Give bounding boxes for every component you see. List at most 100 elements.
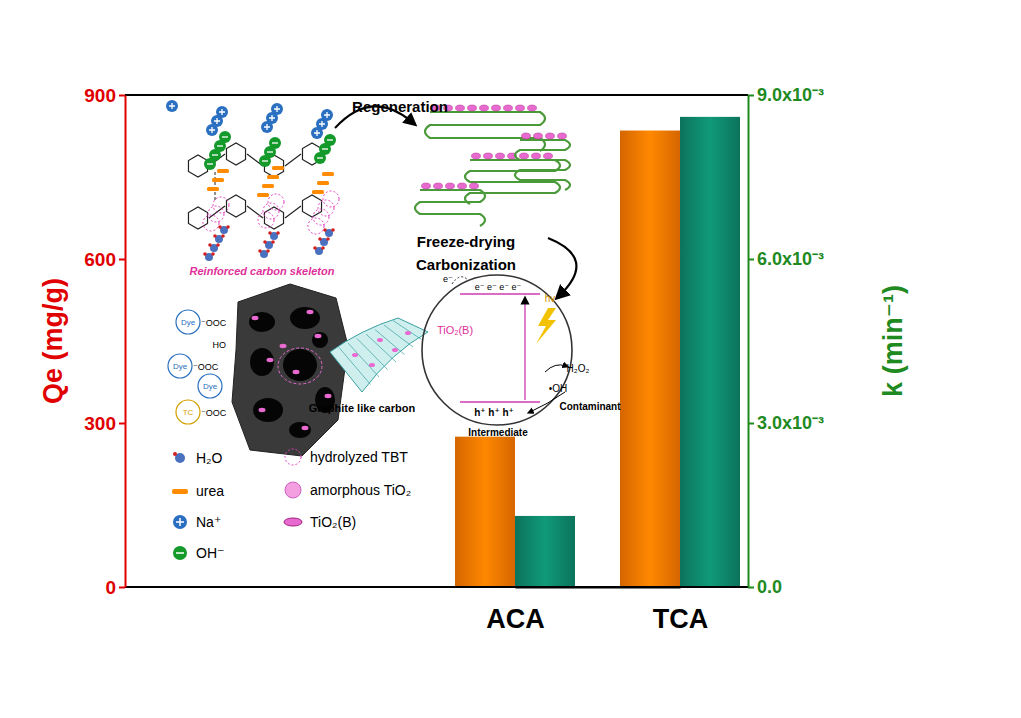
carbon-aerogel (232, 284, 348, 456)
tick-label: ACA (486, 604, 545, 634)
annotation: Graphite like carbon (309, 402, 416, 414)
tio2-dot (267, 358, 274, 362)
hydrogen-bond (215, 172, 216, 200)
legend-tbt (285, 449, 301, 465)
tick-mark (748, 259, 754, 261)
plus-sign (274, 106, 280, 112)
tio2-bead (496, 153, 505, 159)
tio2-dot (259, 408, 266, 412)
axis-line (125, 96, 127, 588)
annotation: OH⁻ (196, 545, 224, 561)
annotation: Reinforced carbon skeleton (190, 265, 335, 277)
annotation: Dye (203, 382, 218, 391)
hydrolyzed-tbt (308, 218, 324, 234)
hydrolyzed-tbt (263, 203, 279, 219)
water-h (226, 225, 230, 229)
annotation: HO (213, 340, 227, 350)
arrow (545, 365, 566, 372)
legend-water-h (173, 452, 177, 456)
minus-sign (327, 139, 333, 140)
tio2-bead (546, 133, 555, 139)
glucose-ring (188, 207, 207, 229)
tio2-bead (422, 183, 431, 189)
valence-band (460, 401, 540, 403)
na-ion (206, 124, 218, 136)
axis-line (516, 587, 681, 589)
annotation: TC (183, 408, 194, 417)
y2-axis: 0.03.0x10⁻³6.0x10⁻³9.0x10⁻³ (748, 85, 824, 597)
tick-label: 0.0 (757, 577, 782, 597)
water-h (321, 246, 325, 250)
graphite-line (384, 325, 413, 347)
water-h (313, 246, 317, 250)
tio2-dot (302, 426, 309, 430)
water-h (258, 249, 262, 253)
tio2-bead (534, 133, 543, 139)
tick: 0 (105, 577, 125, 598)
plus-sign (209, 127, 215, 133)
tick-label: 3.0x10⁻³ (757, 413, 824, 433)
cellulose-fiber (515, 140, 570, 190)
annotation: Regeneration (352, 98, 448, 115)
excitation-arrow (524, 300, 525, 400)
annotation: urea (196, 483, 224, 499)
tio2-dot (280, 344, 287, 348)
tio2-dot (352, 353, 358, 357)
highlight (278, 348, 322, 384)
water-h (266, 249, 270, 253)
na-ion (261, 121, 273, 133)
minus-sign (317, 157, 323, 158)
annotation: Intermediate (468, 427, 528, 438)
minus-sign (267, 151, 273, 152)
x-axis: ACA TCA (486, 587, 708, 634)
tio2-bead (468, 105, 477, 111)
pore (312, 332, 328, 348)
plus-sign (324, 112, 330, 118)
water-h (276, 231, 280, 235)
water-h (213, 234, 217, 238)
glycosidic-bond (285, 154, 301, 166)
tio2-bead (470, 183, 479, 189)
glucose-ring (302, 195, 321, 217)
legend-urea (172, 489, 188, 494)
urea (267, 175, 279, 179)
tio2-bead (492, 105, 501, 111)
arrow (548, 238, 576, 295)
water-h (216, 243, 220, 247)
minus-sign (212, 154, 218, 155)
pore (283, 349, 317, 381)
water-h (263, 240, 267, 244)
urea (272, 166, 284, 170)
urea (207, 187, 219, 191)
water-h (221, 234, 225, 238)
adsorbate (176, 400, 200, 424)
annotation: hv (545, 293, 556, 304)
tick-label: 0 (105, 577, 116, 598)
tick: 900 (84, 85, 125, 106)
tio2-dot (252, 316, 259, 320)
annotation: Na⁺ (196, 514, 221, 530)
urea (212, 178, 224, 182)
pore (253, 398, 283, 422)
water-h (268, 231, 272, 235)
graphite-line (348, 343, 379, 377)
water-h (323, 228, 327, 232)
plus-sign (319, 121, 325, 127)
oh-ion (204, 158, 216, 170)
minus-sign (176, 552, 184, 554)
adsorbate (198, 374, 222, 398)
plus-sign (269, 115, 275, 121)
tio2-dot (293, 370, 300, 374)
tick-label: 900 (84, 85, 116, 106)
graphite-line (375, 330, 405, 355)
tick-label: 9.0x10⁻³ (757, 85, 824, 105)
bar (455, 437, 515, 587)
tio2-bead (456, 105, 465, 111)
pore (249, 312, 275, 332)
cellulose-fiber (415, 190, 485, 226)
tick: TCA (653, 587, 709, 634)
minus-sign (222, 136, 228, 137)
background (0, 0, 1021, 718)
tio2-dot (315, 334, 322, 338)
annotation: Dye (181, 318, 196, 327)
